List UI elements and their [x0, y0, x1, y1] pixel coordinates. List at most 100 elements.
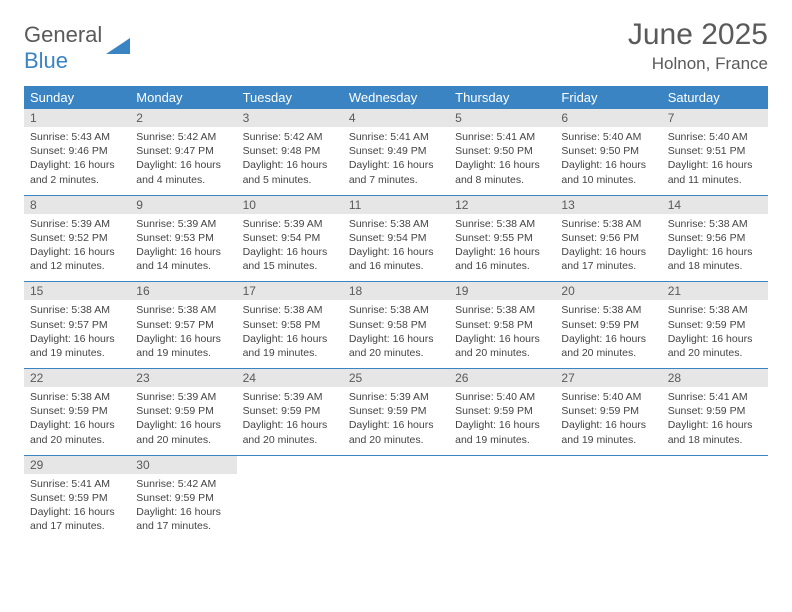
- day-details: Sunrise: 5:38 AMSunset: 9:59 PMDaylight:…: [662, 300, 768, 368]
- day-details: Sunrise: 5:38 AMSunset: 9:59 PMDaylight:…: [555, 300, 661, 368]
- calendar-day-cell: 5Sunrise: 5:41 AMSunset: 9:50 PMDaylight…: [449, 109, 555, 195]
- day-number: 9: [130, 196, 236, 214]
- day-number: 19: [449, 282, 555, 300]
- calendar-day-cell: 17Sunrise: 5:38 AMSunset: 9:58 PMDayligh…: [237, 282, 343, 369]
- calendar-day-cell: 16Sunrise: 5:38 AMSunset: 9:57 PMDayligh…: [130, 282, 236, 369]
- day-number: 3: [237, 109, 343, 127]
- weekday-header: Saturday: [662, 86, 768, 109]
- day-details: Sunrise: 5:39 AMSunset: 9:52 PMDaylight:…: [24, 214, 130, 282]
- calendar-table: Sunday Monday Tuesday Wednesday Thursday…: [24, 86, 768, 541]
- day-number: 23: [130, 369, 236, 387]
- calendar-week-row: 1Sunrise: 5:43 AMSunset: 9:46 PMDaylight…: [24, 109, 768, 195]
- day-number: 4: [343, 109, 449, 127]
- day-number: 21: [662, 282, 768, 300]
- day-number: 11: [343, 196, 449, 214]
- day-details: Sunrise: 5:38 AMSunset: 9:56 PMDaylight:…: [662, 214, 768, 282]
- weekday-header: Wednesday: [343, 86, 449, 109]
- calendar-week-row: 29Sunrise: 5:41 AMSunset: 9:59 PMDayligh…: [24, 455, 768, 541]
- calendar-day-cell: 24Sunrise: 5:39 AMSunset: 9:59 PMDayligh…: [237, 369, 343, 456]
- calendar-day-cell: 19Sunrise: 5:38 AMSunset: 9:58 PMDayligh…: [449, 282, 555, 369]
- day-details: Sunrise: 5:40 AMSunset: 9:59 PMDaylight:…: [555, 387, 661, 455]
- day-details: Sunrise: 5:38 AMSunset: 9:55 PMDaylight:…: [449, 214, 555, 282]
- weekday-header: Sunday: [24, 86, 130, 109]
- day-details: Sunrise: 5:39 AMSunset: 9:53 PMDaylight:…: [130, 214, 236, 282]
- calendar-day-cell: 18Sunrise: 5:38 AMSunset: 9:58 PMDayligh…: [343, 282, 449, 369]
- calendar-day-cell: 21Sunrise: 5:38 AMSunset: 9:59 PMDayligh…: [662, 282, 768, 369]
- calendar-day-cell: 22Sunrise: 5:38 AMSunset: 9:59 PMDayligh…: [24, 369, 130, 456]
- calendar-day-cell: 9Sunrise: 5:39 AMSunset: 9:53 PMDaylight…: [130, 195, 236, 282]
- calendar-day-cell: 12Sunrise: 5:38 AMSunset: 9:55 PMDayligh…: [449, 195, 555, 282]
- day-number: 24: [237, 369, 343, 387]
- day-number: 27: [555, 369, 661, 387]
- day-number: 7: [662, 109, 768, 127]
- calendar-day-cell: 8Sunrise: 5:39 AMSunset: 9:52 PMDaylight…: [24, 195, 130, 282]
- calendar-day-cell: ..: [449, 455, 555, 541]
- day-details: Sunrise: 5:39 AMSunset: 9:54 PMDaylight:…: [237, 214, 343, 282]
- day-number: 25: [343, 369, 449, 387]
- calendar-day-cell: 1Sunrise: 5:43 AMSunset: 9:46 PMDaylight…: [24, 109, 130, 195]
- calendar-day-cell: 2Sunrise: 5:42 AMSunset: 9:47 PMDaylight…: [130, 109, 236, 195]
- month-title: June 2025: [628, 18, 768, 52]
- day-number: 20: [555, 282, 661, 300]
- day-details: Sunrise: 5:42 AMSunset: 9:48 PMDaylight:…: [237, 127, 343, 195]
- calendar-day-cell: 4Sunrise: 5:41 AMSunset: 9:49 PMDaylight…: [343, 109, 449, 195]
- day-number: 28: [662, 369, 768, 387]
- calendar-day-cell: 6Sunrise: 5:40 AMSunset: 9:50 PMDaylight…: [555, 109, 661, 195]
- day-details: Sunrise: 5:38 AMSunset: 9:58 PMDaylight:…: [237, 300, 343, 368]
- day-details: Sunrise: 5:38 AMSunset: 9:56 PMDaylight:…: [555, 214, 661, 282]
- calendar-day-cell: 14Sunrise: 5:38 AMSunset: 9:56 PMDayligh…: [662, 195, 768, 282]
- day-number: 2: [130, 109, 236, 127]
- day-number: 8: [24, 196, 130, 214]
- day-number: 29: [24, 456, 130, 474]
- day-details: Sunrise: 5:43 AMSunset: 9:46 PMDaylight:…: [24, 127, 130, 195]
- weekday-header: Tuesday: [237, 86, 343, 109]
- day-details: Sunrise: 5:40 AMSunset: 9:59 PMDaylight:…: [449, 387, 555, 455]
- day-number: 26: [449, 369, 555, 387]
- day-number: 6: [555, 109, 661, 127]
- calendar-day-cell: 25Sunrise: 5:39 AMSunset: 9:59 PMDayligh…: [343, 369, 449, 456]
- day-details: Sunrise: 5:41 AMSunset: 9:49 PMDaylight:…: [343, 127, 449, 195]
- calendar-day-cell: ..: [662, 455, 768, 541]
- day-number: 1: [24, 109, 130, 127]
- day-number: 30: [130, 456, 236, 474]
- day-details: Sunrise: 5:38 AMSunset: 9:57 PMDaylight:…: [130, 300, 236, 368]
- weekday-header: Friday: [555, 86, 661, 109]
- day-details: Sunrise: 5:39 AMSunset: 9:59 PMDaylight:…: [237, 387, 343, 455]
- day-details: Sunrise: 5:38 AMSunset: 9:58 PMDaylight:…: [449, 300, 555, 368]
- day-number: 12: [449, 196, 555, 214]
- day-details: Sunrise: 5:39 AMSunset: 9:59 PMDaylight:…: [130, 387, 236, 455]
- location-label: Holnon, France: [628, 54, 768, 74]
- day-number: 17: [237, 282, 343, 300]
- calendar-day-cell: 7Sunrise: 5:40 AMSunset: 9:51 PMDaylight…: [662, 109, 768, 195]
- weekday-header: Monday: [130, 86, 236, 109]
- day-details: Sunrise: 5:42 AMSunset: 9:59 PMDaylight:…: [130, 474, 236, 542]
- logo: General Blue: [24, 18, 132, 74]
- day-number: 22: [24, 369, 130, 387]
- day-details: Sunrise: 5:40 AMSunset: 9:50 PMDaylight:…: [555, 127, 661, 195]
- day-number: 14: [662, 196, 768, 214]
- calendar-week-row: 22Sunrise: 5:38 AMSunset: 9:59 PMDayligh…: [24, 369, 768, 456]
- calendar-day-cell: 15Sunrise: 5:38 AMSunset: 9:57 PMDayligh…: [24, 282, 130, 369]
- day-details: Sunrise: 5:40 AMSunset: 9:51 PMDaylight:…: [662, 127, 768, 195]
- day-details: Sunrise: 5:41 AMSunset: 9:59 PMDaylight:…: [24, 474, 130, 542]
- calendar-day-cell: 28Sunrise: 5:41 AMSunset: 9:59 PMDayligh…: [662, 369, 768, 456]
- day-number: 15: [24, 282, 130, 300]
- day-number: 5: [449, 109, 555, 127]
- calendar-day-cell: 26Sunrise: 5:40 AMSunset: 9:59 PMDayligh…: [449, 369, 555, 456]
- day-details: Sunrise: 5:41 AMSunset: 9:59 PMDaylight:…: [662, 387, 768, 455]
- day-number: 13: [555, 196, 661, 214]
- day-details: Sunrise: 5:38 AMSunset: 9:54 PMDaylight:…: [343, 214, 449, 282]
- calendar-week-row: 8Sunrise: 5:39 AMSunset: 9:52 PMDaylight…: [24, 195, 768, 282]
- calendar-day-cell: 29Sunrise: 5:41 AMSunset: 9:59 PMDayligh…: [24, 455, 130, 541]
- logo-text-general: General: [24, 22, 102, 47]
- day-number: 16: [130, 282, 236, 300]
- calendar-day-cell: 30Sunrise: 5:42 AMSunset: 9:59 PMDayligh…: [130, 455, 236, 541]
- day-details: Sunrise: 5:38 AMSunset: 9:57 PMDaylight:…: [24, 300, 130, 368]
- calendar-day-cell: ..: [343, 455, 449, 541]
- day-number: 10: [237, 196, 343, 214]
- day-details: Sunrise: 5:38 AMSunset: 9:59 PMDaylight:…: [24, 387, 130, 455]
- calendar-day-cell: ..: [555, 455, 661, 541]
- weekday-header-row: Sunday Monday Tuesday Wednesday Thursday…: [24, 86, 768, 109]
- calendar-day-cell: 13Sunrise: 5:38 AMSunset: 9:56 PMDayligh…: [555, 195, 661, 282]
- calendar-day-cell: 11Sunrise: 5:38 AMSunset: 9:54 PMDayligh…: [343, 195, 449, 282]
